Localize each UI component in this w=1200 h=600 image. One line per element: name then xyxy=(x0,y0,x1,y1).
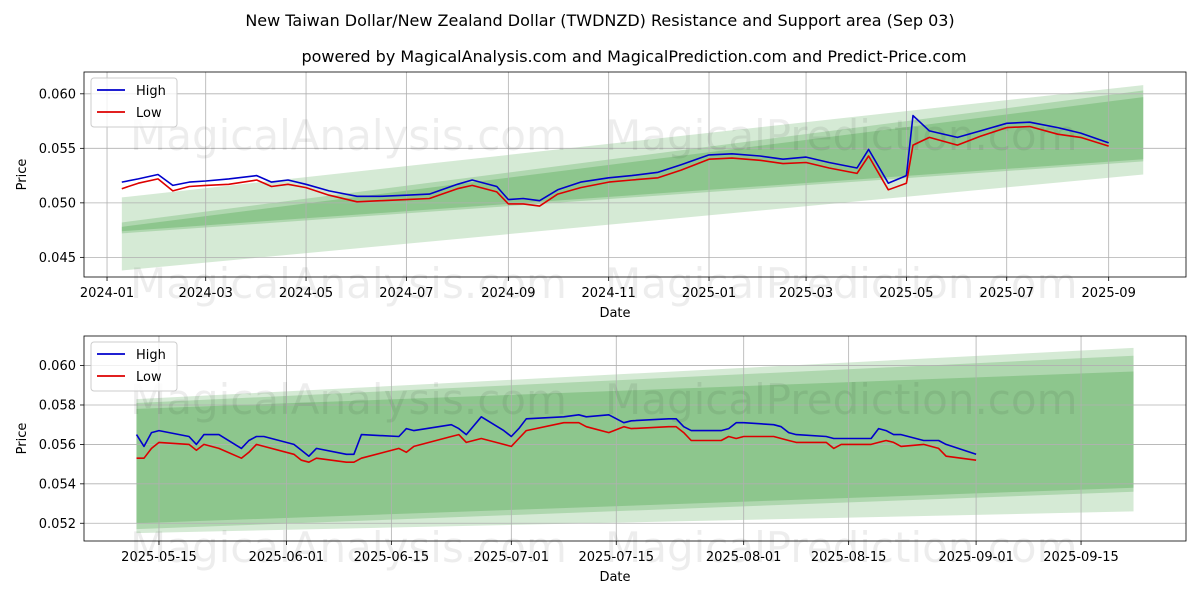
chart-title: New Taiwan Dollar/New Zealand Dollar (TW… xyxy=(245,11,954,30)
x-tick-label: 2025-05 xyxy=(879,286,933,301)
x-tick-label: 2024-11 xyxy=(582,286,636,301)
y-tick-label: 0.060 xyxy=(39,87,76,102)
y-tick-label: 0.045 xyxy=(39,251,76,266)
band-group xyxy=(136,347,1134,534)
watermark-text: MagicalPrediction.com xyxy=(605,259,1078,308)
x-tick-label: 2025-07-15 xyxy=(578,550,654,565)
x-tick-label: 2025-01 xyxy=(682,286,736,301)
x-axis-label: Date xyxy=(599,306,630,321)
x-tick-label: 2025-07 xyxy=(980,286,1034,301)
x-tick-label: 2025-08-01 xyxy=(706,550,782,565)
series-line-high xyxy=(121,114,1109,202)
legend: High Low xyxy=(90,341,178,392)
x-tick-label: 2025-09 xyxy=(1082,286,1136,301)
resistance-support-band-2 xyxy=(136,371,1134,524)
watermark-text: MagicalAnalysis.com xyxy=(130,111,567,160)
resistance-support-band-0 xyxy=(136,347,1134,534)
top-chart-panel: 2024-01 2024-03 2024-05 2024-07 2024-09 2024-… xyxy=(15,71,1187,321)
resistance-support-band-1 xyxy=(136,355,1134,530)
legend-label-low: Low xyxy=(136,370,162,385)
y-tick-label: 0.060 xyxy=(39,359,76,374)
x-tick-label: 2025-09-01 xyxy=(938,550,1014,565)
y-tick-label: 0.052 xyxy=(39,517,76,532)
y-tick-label: 0.050 xyxy=(39,196,76,211)
series-line-low xyxy=(121,125,1109,207)
x-axis-label: Date xyxy=(599,570,630,585)
x-tick-label: 2025-05-15 xyxy=(121,550,197,565)
legend-label-high: High xyxy=(136,84,166,99)
y-tick-label: 0.058 xyxy=(39,398,76,413)
watermark-text: MagicalPrediction.com xyxy=(605,375,1078,424)
x-tick-label: 2025-07-01 xyxy=(474,550,550,565)
x-tick-label: 2025-06-15 xyxy=(354,550,430,565)
series-line-high xyxy=(135,413,977,458)
series-group xyxy=(135,413,977,464)
plot-frame xyxy=(83,335,1187,542)
x-tick-label: 2024-01 xyxy=(80,286,134,301)
y-axis-label: Price xyxy=(15,159,30,191)
y-tick-label: 0.054 xyxy=(39,477,76,492)
x-tick-label: 2025-03 xyxy=(779,286,833,301)
legend-label-high: High xyxy=(136,348,166,363)
x-tick-label: 2024-07 xyxy=(379,286,433,301)
resistance-support-band-1 xyxy=(121,90,1144,234)
band-group xyxy=(121,85,1144,271)
bottom-chart-panel: 2025-05-15 2025-06-01 2025-06-15 2025-07-01… xyxy=(15,335,1187,585)
x-tick-label: 2024-05 xyxy=(279,286,333,301)
x-tick-label: 2024-09 xyxy=(481,286,535,301)
resistance-support-band-2 xyxy=(121,97,1144,232)
x-tick-label: 2025-08-15 xyxy=(811,550,887,565)
plot-frame xyxy=(83,71,1187,278)
x-tick-label: 2025-06-01 xyxy=(249,550,325,565)
x-tick-label: 2025-09-15 xyxy=(1043,550,1119,565)
legend-label-low: Low xyxy=(136,106,162,121)
chart-subtitle: powered by MagicalAnalysis.com and Magic… xyxy=(301,47,966,66)
resistance-support-band-0 xyxy=(121,85,1144,271)
y-axis-label: Price xyxy=(15,423,30,455)
series-group xyxy=(121,114,1109,207)
watermark-text: MagicalPrediction.com xyxy=(605,523,1078,572)
y-tick-label: 0.056 xyxy=(39,438,76,453)
watermark-text: MagicalAnalysis.com xyxy=(130,375,567,424)
watermark-text: MagicalAnalysis.com xyxy=(130,523,567,572)
series-line-low xyxy=(136,421,977,464)
y-tick-label: 0.055 xyxy=(39,142,76,157)
x-tick-label: 2024-03 xyxy=(179,286,233,301)
watermark-text: MagicalAnalysis.com xyxy=(130,259,567,308)
legend: High Low xyxy=(90,77,178,128)
watermark-text: MagicalPrediction.com xyxy=(605,111,1078,160)
